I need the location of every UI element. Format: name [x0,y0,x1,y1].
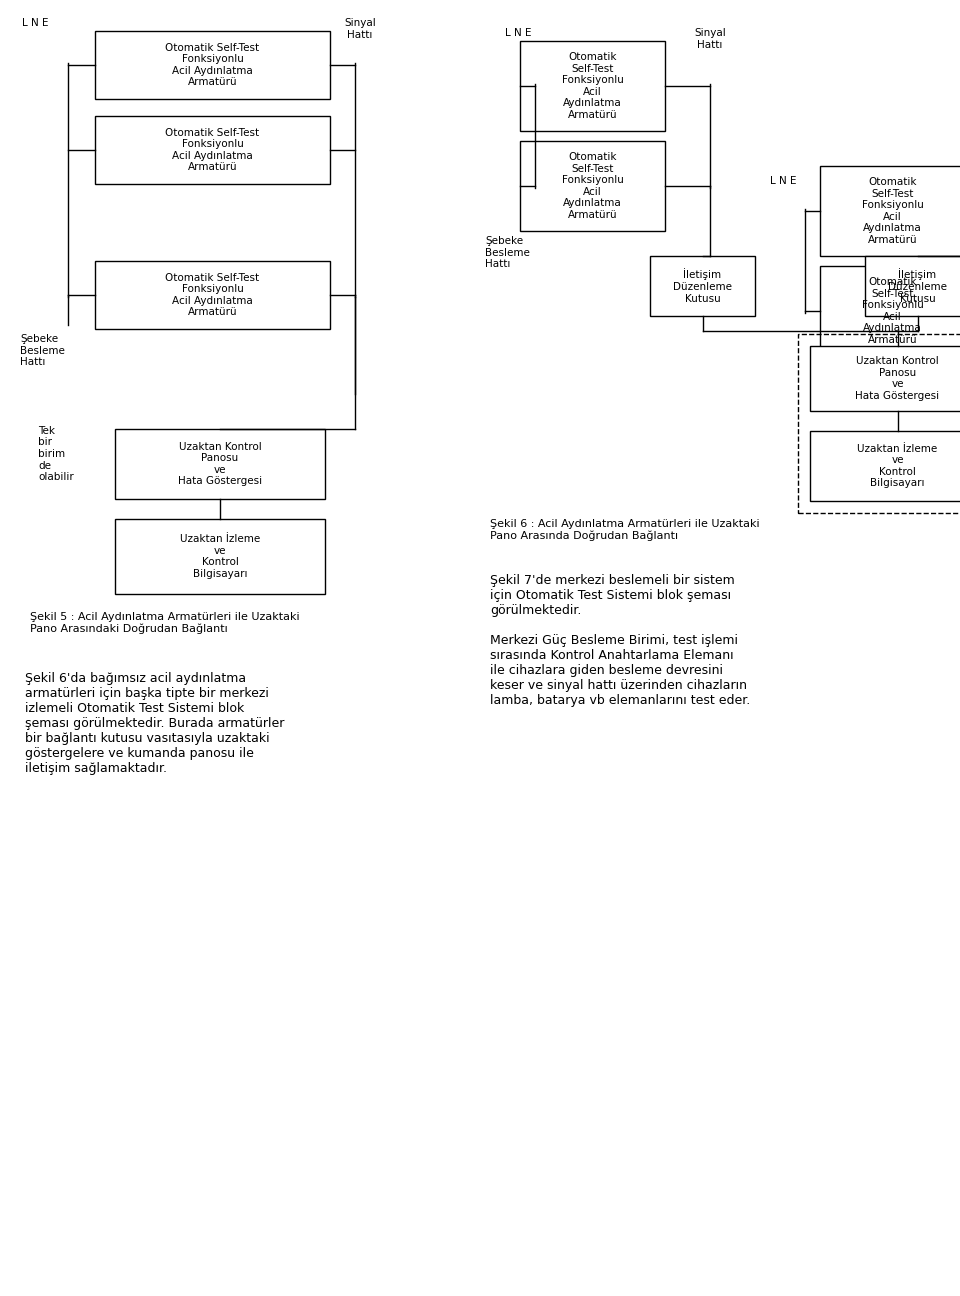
Text: L N E: L N E [22,18,49,29]
Text: Şebeke
Besleme
Hattı: Şebeke Besleme Hattı [485,236,530,270]
Bar [95,260,330,329]
Text: İletişim
Düzenleme
Kutusu: İletişim Düzenleme Kutusu [673,268,732,303]
Text: Sinyal
Hattı: Sinyal Hattı [694,29,726,49]
Bar [650,257,755,316]
Text: Sinyal
Hattı: Sinyal Hattı [344,18,376,40]
Text: Otomatik
Self-Test
Fonksiyonlu
Acil
Aydınlatma
Armatürü: Otomatik Self-Test Fonksiyonlu Acil Aydı… [861,277,924,345]
Bar [95,117,330,184]
Bar [95,31,330,98]
Text: İletişim
Düzenleme
Kutusu: İletişim Düzenleme Kutusu [888,268,947,303]
Text: Şekil 6'da bağımsız acil aydınlatma
armatürleri için başka tipte bir merkezi
izl: Şekil 6'da bağımsız acil aydınlatma arma… [25,673,284,775]
Bar [820,266,960,356]
Text: Otomatik Self-Test
Fonksiyonlu
Acil Aydınlatma
Armatürü: Otomatik Self-Test Fonksiyonlu Acil Aydı… [165,43,259,87]
Text: Otomatik
Self-Test
Fonksiyonlu
Acil
Aydınlatma
Armatürü: Otomatik Self-Test Fonksiyonlu Acil Aydı… [861,178,924,245]
Text: Şekil 5 : Acil Aydınlatma Armatürleri ile Uzaktaki
Pano Arasındaki Doğrudan Bağl: Şekil 5 : Acil Aydınlatma Armatürleri il… [30,612,300,634]
Bar [115,429,325,499]
Bar [115,518,325,594]
Text: Uzaktan Kontrol
Panosu
ve
Hata Göstergesi: Uzaktan Kontrol Panosu ve Hata Gösterges… [855,356,940,400]
Bar [810,432,960,502]
Text: Otomatik Self-Test
Fonksiyonlu
Acil Aydınlatma
Armatürü: Otomatik Self-Test Fonksiyonlu Acil Aydı… [165,127,259,172]
Text: Şekil 6 : Acil Aydınlatma Armatürleri ile Uzaktaki
Pano Arasında Doğrudan Bağlan: Şekil 6 : Acil Aydınlatma Armatürleri il… [490,518,759,542]
Text: Uzaktan Kontrol
Panosu
ve
Hata Göstergesi: Uzaktan Kontrol Panosu ve Hata Gösterges… [178,442,262,486]
Text: Şekil 7'de merkezi beslemeli bir sistem
için Otomatik Test Sistemi blok şeması
g: Şekil 7'de merkezi beslemeli bir sistem … [490,574,751,708]
Text: Otomatik Self-Test
Fonksiyonlu
Acil Aydınlatma
Armatürü: Otomatik Self-Test Fonksiyonlu Acil Aydı… [165,272,259,318]
Text: Şebeke
Besleme
Hattı: Şebeke Besleme Hattı [20,334,65,367]
Text: Otomatik
Self-Test
Fonksiyonlu
Acil
Aydınlatma
Armatürü: Otomatik Self-Test Fonksiyonlu Acil Aydı… [562,152,623,220]
Bar [820,166,960,257]
Bar [865,257,960,316]
Bar [520,41,665,131]
Bar [798,334,960,513]
Text: L N E: L N E [770,176,797,187]
Bar [810,346,960,411]
Bar [520,141,665,231]
Text: Otomatik
Self-Test
Fonksiyonlu
Acil
Aydınlatma
Armatürü: Otomatik Self-Test Fonksiyonlu Acil Aydı… [562,52,623,121]
Text: L N E: L N E [505,29,532,38]
Text: Tek
bir
birim
de
olabilir: Tek bir birim de olabilir [38,426,74,482]
Text: Uzaktan İzleme
ve
Kontrol
Bilgisayarı: Uzaktan İzleme ve Kontrol Bilgisayarı [857,443,938,489]
Text: Uzaktan İzleme
ve
Kontrol
Bilgisayarı: Uzaktan İzleme ve Kontrol Bilgisayarı [180,534,260,579]
